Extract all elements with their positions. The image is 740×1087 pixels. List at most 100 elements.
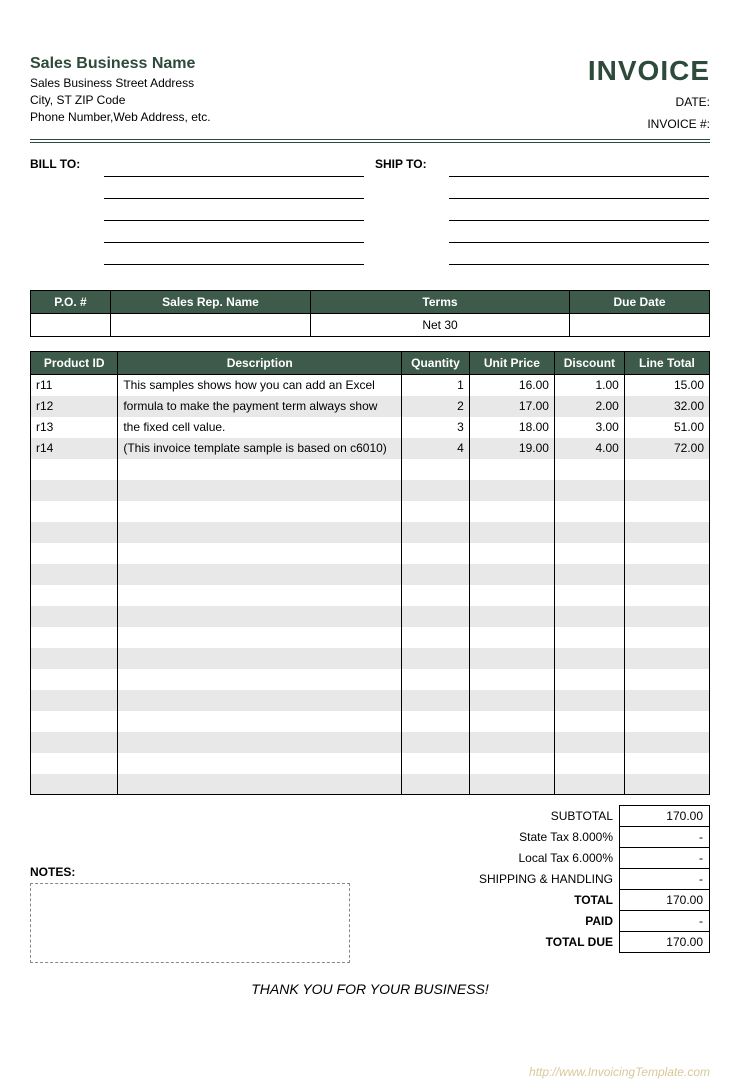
pid-cell[interactable] bbox=[31, 585, 118, 606]
total-cell[interactable] bbox=[624, 753, 709, 774]
total-cell[interactable] bbox=[624, 669, 709, 690]
price-cell[interactable] bbox=[469, 774, 554, 795]
price-cell[interactable] bbox=[469, 627, 554, 648]
total-cell[interactable]: 72.00 bbox=[624, 438, 709, 459]
pid-cell[interactable] bbox=[31, 606, 118, 627]
pid-cell[interactable] bbox=[31, 543, 118, 564]
price-cell[interactable] bbox=[469, 522, 554, 543]
bill-line[interactable] bbox=[104, 223, 364, 243]
price-cell[interactable] bbox=[469, 543, 554, 564]
qty-cell[interactable] bbox=[402, 480, 470, 501]
rep-value[interactable] bbox=[111, 314, 311, 337]
qty-cell[interactable] bbox=[402, 543, 470, 564]
desc-cell[interactable] bbox=[118, 480, 402, 501]
qty-cell[interactable] bbox=[402, 627, 470, 648]
total-cell[interactable] bbox=[624, 648, 709, 669]
pid-cell[interactable] bbox=[31, 753, 118, 774]
price-cell[interactable] bbox=[469, 753, 554, 774]
total-cell[interactable] bbox=[624, 690, 709, 711]
price-cell[interactable] bbox=[469, 732, 554, 753]
bill-line[interactable] bbox=[104, 201, 364, 221]
pid-cell[interactable] bbox=[31, 648, 118, 669]
price-cell[interactable] bbox=[469, 459, 554, 480]
bill-line[interactable] bbox=[104, 179, 364, 199]
pid-cell[interactable] bbox=[31, 627, 118, 648]
pid-cell[interactable] bbox=[31, 690, 118, 711]
total-cell[interactable]: 32.00 bbox=[624, 396, 709, 417]
desc-cell[interactable]: the fixed cell value. bbox=[118, 417, 402, 438]
disc-cell[interactable]: 1.00 bbox=[554, 375, 624, 396]
price-cell[interactable] bbox=[469, 690, 554, 711]
pid-cell[interactable]: r12 bbox=[31, 396, 118, 417]
desc-cell[interactable] bbox=[118, 543, 402, 564]
qty-cell[interactable] bbox=[402, 501, 470, 522]
desc-cell[interactable] bbox=[118, 732, 402, 753]
total-cell[interactable]: 15.00 bbox=[624, 375, 709, 396]
total-cell[interactable] bbox=[624, 585, 709, 606]
desc-cell[interactable] bbox=[118, 459, 402, 480]
disc-cell[interactable] bbox=[554, 585, 624, 606]
qty-cell[interactable] bbox=[402, 774, 470, 795]
total-cell[interactable]: 51.00 bbox=[624, 417, 709, 438]
disc-cell[interactable] bbox=[554, 732, 624, 753]
total-cell[interactable] bbox=[624, 522, 709, 543]
price-cell[interactable] bbox=[469, 480, 554, 501]
total-cell[interactable] bbox=[624, 774, 709, 795]
disc-cell[interactable] bbox=[554, 774, 624, 795]
due-value[interactable] bbox=[570, 314, 710, 337]
qty-cell[interactable] bbox=[402, 564, 470, 585]
disc-cell[interactable] bbox=[554, 669, 624, 690]
price-cell[interactable] bbox=[469, 648, 554, 669]
qty-cell[interactable]: 4 bbox=[402, 438, 470, 459]
desc-cell[interactable] bbox=[118, 753, 402, 774]
total-cell[interactable] bbox=[624, 564, 709, 585]
desc-cell[interactable] bbox=[118, 501, 402, 522]
total-cell[interactable] bbox=[624, 711, 709, 732]
ship-line[interactable] bbox=[449, 157, 709, 177]
pid-cell[interactable] bbox=[31, 564, 118, 585]
desc-cell[interactable] bbox=[118, 585, 402, 606]
qty-cell[interactable] bbox=[402, 585, 470, 606]
desc-cell[interactable]: (This invoice template sample is based o… bbox=[118, 438, 402, 459]
disc-cell[interactable] bbox=[554, 459, 624, 480]
disc-cell[interactable] bbox=[554, 690, 624, 711]
disc-cell[interactable] bbox=[554, 627, 624, 648]
total-cell[interactable] bbox=[624, 606, 709, 627]
qty-cell[interactable]: 3 bbox=[402, 417, 470, 438]
disc-cell[interactable] bbox=[554, 606, 624, 627]
price-cell[interactable] bbox=[469, 669, 554, 690]
disc-cell[interactable] bbox=[554, 753, 624, 774]
total-cell[interactable] bbox=[624, 543, 709, 564]
pid-cell[interactable]: r13 bbox=[31, 417, 118, 438]
desc-cell[interactable] bbox=[118, 690, 402, 711]
qty-cell[interactable] bbox=[402, 648, 470, 669]
total-cell[interactable] bbox=[624, 501, 709, 522]
desc-cell[interactable] bbox=[118, 669, 402, 690]
qty-cell[interactable] bbox=[402, 522, 470, 543]
pid-cell[interactable] bbox=[31, 480, 118, 501]
price-cell[interactable]: 19.00 bbox=[469, 438, 554, 459]
total-cell[interactable] bbox=[624, 732, 709, 753]
disc-cell[interactable] bbox=[554, 480, 624, 501]
disc-cell[interactable] bbox=[554, 543, 624, 564]
desc-cell[interactable] bbox=[118, 564, 402, 585]
qty-cell[interactable] bbox=[402, 753, 470, 774]
desc-cell[interactable] bbox=[118, 774, 402, 795]
price-cell[interactable] bbox=[469, 711, 554, 732]
disc-cell[interactable]: 2.00 bbox=[554, 396, 624, 417]
pid-cell[interactable] bbox=[31, 669, 118, 690]
disc-cell[interactable] bbox=[554, 711, 624, 732]
pid-cell[interactable]: r14 bbox=[31, 438, 118, 459]
qty-cell[interactable] bbox=[402, 669, 470, 690]
total-cell[interactable] bbox=[624, 627, 709, 648]
terms-value[interactable]: Net 30 bbox=[311, 314, 570, 337]
desc-cell[interactable]: This samples shows how you can add an Ex… bbox=[118, 375, 402, 396]
qty-cell[interactable] bbox=[402, 606, 470, 627]
price-cell[interactable]: 16.00 bbox=[469, 375, 554, 396]
total-cell[interactable] bbox=[624, 459, 709, 480]
price-cell[interactable]: 18.00 bbox=[469, 417, 554, 438]
disc-cell[interactable] bbox=[554, 564, 624, 585]
qty-cell[interactable] bbox=[402, 690, 470, 711]
disc-cell[interactable] bbox=[554, 501, 624, 522]
disc-cell[interactable]: 4.00 bbox=[554, 438, 624, 459]
